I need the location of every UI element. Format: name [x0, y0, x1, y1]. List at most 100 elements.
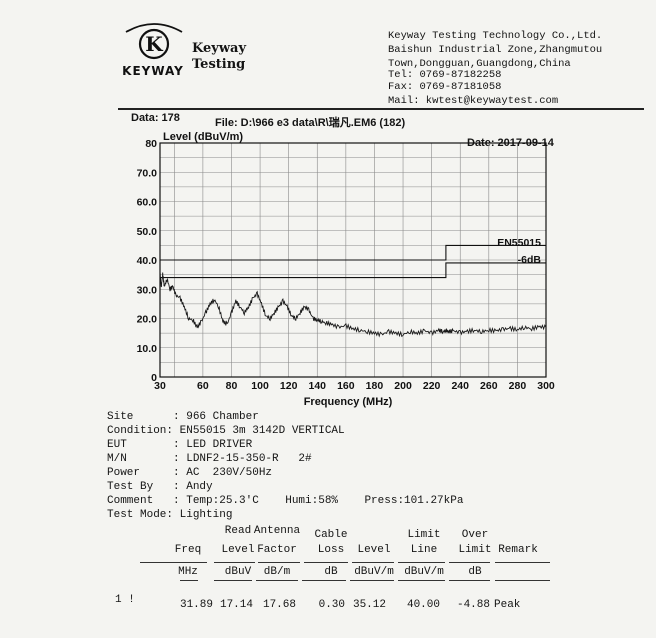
condition-standard: Condition: EN55015 3m 3142D VERTICAL	[107, 425, 345, 437]
condition-tester: Test By : Andy	[107, 481, 213, 493]
table-header: Level	[221, 544, 255, 556]
table-header: Freq	[174, 544, 202, 556]
table-header-rule	[140, 562, 207, 563]
table-cell-limit: 40.00	[406, 599, 440, 611]
limit-line	[160, 244, 546, 261]
limit-line	[160, 262, 546, 279]
x-tick-label: 120	[280, 380, 298, 392]
condition-eut: EUT : LED DRIVER	[107, 439, 253, 451]
y-tick-label: 80	[145, 138, 157, 150]
condition-comment: Comment : Temp:25.3'C Humi:58% Press:101…	[107, 495, 464, 507]
table-header-rule	[398, 562, 445, 563]
table-header: Limit	[407, 529, 441, 541]
table-header-rule	[352, 562, 394, 563]
table-header: Factor	[257, 544, 297, 556]
brand-subtitle: Testing	[192, 57, 246, 72]
table-cell-over: -4.88	[456, 599, 490, 611]
company-tel: Tel: 0769-87182258	[388, 69, 502, 81]
brand-name: Keyway	[192, 41, 247, 56]
table-header-rule	[214, 562, 255, 563]
y-tick-label: 20.0	[137, 314, 158, 326]
table-unit: dBuV/m	[354, 566, 394, 578]
company-name: Keyway Testing Technology Co.,Ltd.	[388, 30, 603, 42]
plot-frame	[159, 142, 547, 378]
x-tick-label: 160	[337, 380, 355, 392]
y-tick-labels: 0 10.0 20.0 30.0 40.0 50.0 60.0 70.0 80	[137, 138, 158, 384]
emission-chart: 0 10.0 20.0 30.0 40.0 50.0 60.0 70.0 80 30 60 80 10…	[137, 131, 555, 408]
table-cell-freq: 31.89	[179, 599, 213, 611]
x-axis-label: Frequency (MHz)	[304, 396, 393, 408]
table-cell-level: 35.12	[352, 599, 386, 611]
table-header: Line	[410, 544, 438, 556]
table-header: Loss	[317, 544, 345, 556]
table-unit: dBuV/m	[404, 566, 444, 578]
table-cell-cable: 0.30	[318, 599, 345, 611]
svg-text:K: K	[145, 32, 163, 56]
y-tick-label: 10.0	[137, 343, 158, 355]
x-tick-label: 140	[308, 380, 326, 392]
y-tick-label: 0	[151, 372, 157, 384]
y-tick-label: 40.0	[137, 255, 158, 267]
y-tick-label: 60.0	[137, 197, 158, 209]
data-number: Data: 178	[131, 112, 180, 124]
table-unit: MHz	[178, 566, 198, 578]
x-tick-label: 300	[537, 380, 555, 392]
limit-lines	[160, 244, 546, 279]
table-unit-rule	[495, 580, 550, 581]
x-tick-label: 30	[154, 380, 166, 392]
x-tick-labels: 30 60 80 100 120 140 160 180 200 220 240 260 280 300	[154, 380, 555, 392]
table-cell-ant: 17.68	[262, 599, 296, 611]
table-unit: dBuV	[224, 566, 252, 578]
table-header: Over	[461, 529, 489, 541]
table-unit: dB	[324, 566, 338, 578]
table-header-rule	[304, 562, 348, 563]
x-tick-label: 60	[197, 380, 209, 392]
company-address-2: Town,Dongguan,Guangdong,China	[388, 58, 571, 70]
limit-label-6db: -6dB	[518, 254, 542, 266]
table-header-rule	[449, 562, 490, 563]
table-unit: dB	[468, 566, 482, 578]
table-cell-index: 1 !	[115, 594, 135, 606]
emission-trace	[159, 271, 547, 338]
table-header-rule	[258, 562, 300, 563]
x-tick-label: 240	[451, 380, 469, 392]
condition-site: Site : 966 Chamber	[107, 411, 259, 423]
table-header: Read	[224, 525, 252, 537]
table-header: Remark	[498, 544, 538, 556]
x-tick-label: 260	[480, 380, 498, 392]
table-header: Antenna	[253, 525, 301, 537]
y-tick-label: 70.0	[137, 167, 158, 179]
x-tick-label: 180	[366, 380, 384, 392]
table-unit-rule	[180, 580, 198, 581]
header-divider	[118, 108, 644, 110]
file-path: File: D:\966 e3 data\R\瑞凡.EM6 (182)	[215, 117, 406, 129]
table-unit-rule	[350, 580, 394, 581]
company-fax: Fax: 0769-87181058	[388, 81, 502, 93]
company-address-1: Baishun Industrial Zone,Zhangmutou	[388, 44, 603, 56]
table-unit-rule	[256, 580, 298, 581]
x-tick-label: 200	[394, 380, 412, 392]
table-header-rule	[495, 562, 550, 563]
table-unit: dB/m	[263, 566, 291, 578]
keyway-logo: K KEYWAY	[122, 23, 184, 78]
condition-power: Power : AC 230V/50Hz	[107, 467, 273, 479]
table-header: Limit	[458, 544, 492, 556]
table-cell-read: 17.14	[219, 599, 253, 611]
y-tick-label: 30.0	[137, 284, 158, 296]
table-header: Cable	[314, 529, 348, 541]
x-tick-label: 220	[423, 380, 441, 392]
condition-test-mode: Test Mode: Lighting	[107, 509, 233, 521]
table-unit-rule	[449, 580, 490, 581]
x-tick-label: 100	[251, 380, 269, 392]
y-tick-label: 50.0	[137, 226, 158, 238]
table-unit-rule	[214, 580, 252, 581]
limit-label-en55015: EN55015	[497, 237, 541, 249]
condition-model: M/N : LDNF2-15-350-R 2#	[107, 453, 312, 465]
table-cell-remark: Peak	[494, 599, 521, 611]
x-tick-label: 80	[226, 380, 238, 392]
table-unit-rule	[302, 580, 346, 581]
company-mail: Mail: kwtest@keywaytest.com	[388, 95, 559, 107]
table-header: Level	[357, 544, 391, 556]
x-tick-label: 280	[509, 380, 527, 392]
svg-text:KEYWAY: KEYWAY	[122, 64, 184, 78]
